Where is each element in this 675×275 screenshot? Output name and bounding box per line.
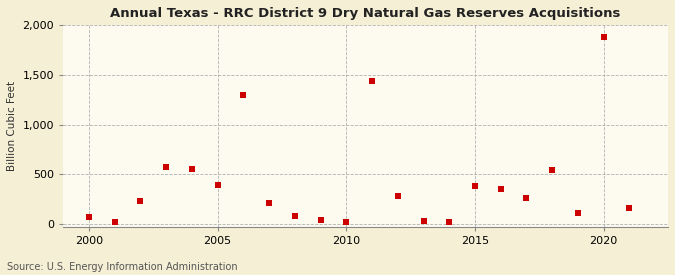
- Point: [470, 184, 481, 188]
- Title: Annual Texas - RRC District 9 Dry Natural Gas Reserves Acquisitions: Annual Texas - RRC District 9 Dry Natura…: [111, 7, 621, 20]
- Point: [161, 165, 171, 170]
- Point: [290, 213, 300, 218]
- Point: [495, 186, 506, 191]
- Point: [444, 220, 455, 224]
- Point: [238, 93, 248, 97]
- Point: [598, 35, 609, 39]
- Point: [186, 167, 197, 171]
- Point: [624, 205, 635, 210]
- Point: [212, 183, 223, 188]
- Text: Source: U.S. Energy Information Administration: Source: U.S. Energy Information Administ…: [7, 262, 238, 272]
- Point: [367, 79, 377, 83]
- Point: [264, 201, 275, 205]
- Point: [84, 215, 95, 219]
- Point: [315, 218, 326, 222]
- Y-axis label: Billion Cubic Feet: Billion Cubic Feet: [7, 81, 17, 171]
- Point: [135, 199, 146, 204]
- Point: [341, 219, 352, 224]
- Point: [418, 219, 429, 223]
- Point: [572, 211, 583, 216]
- Point: [392, 194, 403, 198]
- Point: [109, 220, 120, 224]
- Point: [547, 168, 558, 172]
- Point: [521, 196, 532, 200]
